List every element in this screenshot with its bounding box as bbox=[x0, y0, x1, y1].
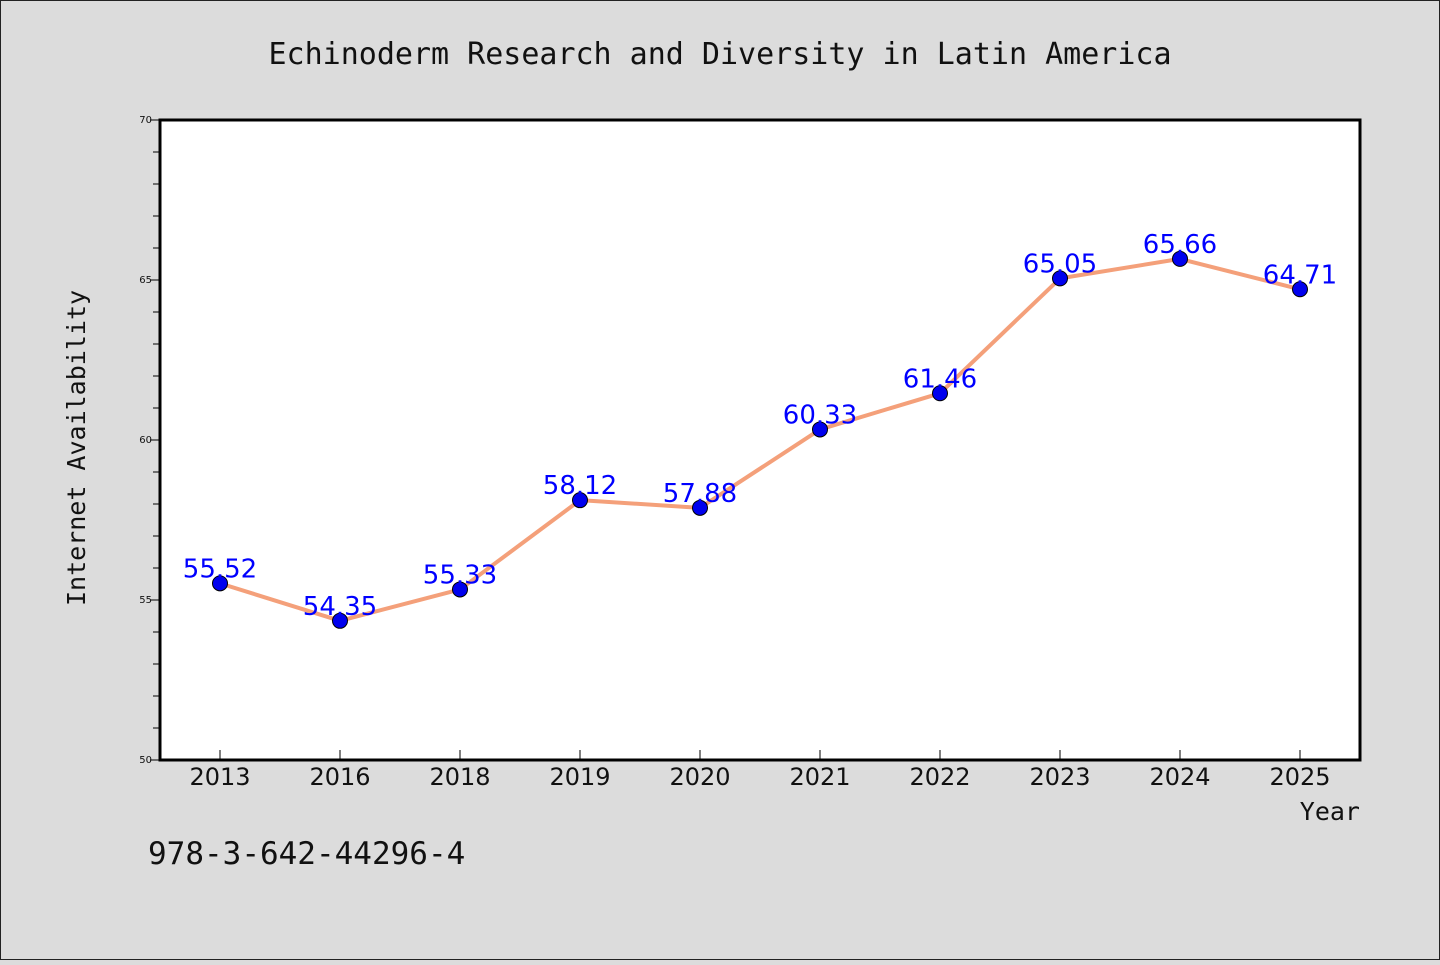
x-tick-label: 2019 bbox=[549, 763, 610, 791]
x-tick-label: 2020 bbox=[669, 763, 730, 791]
data-point bbox=[812, 421, 828, 438]
y-axis-label: Internet Availability bbox=[62, 290, 91, 606]
plot-area bbox=[160, 120, 1360, 760]
series-line bbox=[218, 256, 1302, 623]
y-tick-label: 50 bbox=[139, 755, 152, 766]
data-point bbox=[452, 581, 468, 598]
plot-frame bbox=[158, 118, 1362, 762]
x-tick-label: 2021 bbox=[789, 763, 850, 791]
x-tick-label: 2016 bbox=[309, 763, 370, 791]
y-tick-label: 60 bbox=[139, 435, 152, 446]
x-tick-label: 2025 bbox=[1269, 763, 1330, 791]
y-tick-label: 70 bbox=[139, 115, 152, 126]
x-tick-label: 2013 bbox=[189, 763, 250, 791]
data-label: 60.33 bbox=[783, 400, 857, 430]
data-label: 58.12 bbox=[543, 471, 617, 501]
y-tick-label: 55 bbox=[139, 595, 152, 606]
data-label: 64.71 bbox=[1263, 260, 1337, 290]
data-label: 55.33 bbox=[423, 560, 497, 590]
x-tick-label: 2023 bbox=[1029, 763, 1090, 791]
data-label: 55.52 bbox=[183, 554, 257, 584]
chart-title: Echinoderm Research and Diversity in Lat… bbox=[268, 37, 1171, 72]
y-tick-label: 65 bbox=[139, 275, 152, 286]
data-point bbox=[932, 385, 948, 402]
data-point bbox=[1052, 270, 1068, 287]
data-label: 54.35 bbox=[303, 592, 377, 622]
x-axis-ticks: 2013 2016 2018 2019 2020 2021 2022 2023 2024 2025 bbox=[189, 750, 1331, 791]
data-label: 65.66 bbox=[1143, 230, 1217, 260]
x-axis-label: Year bbox=[1300, 797, 1360, 826]
data-point bbox=[332, 612, 348, 629]
x-tick-label: 2022 bbox=[909, 763, 970, 791]
series-layer: 55.52 54.35 55.33 58.12 57.88 60.33 61.46 65.05… bbox=[183, 230, 1337, 629]
data-label: 65.05 bbox=[1023, 249, 1097, 279]
footnote-isbn: 978-3-642-44296-4 bbox=[148, 836, 465, 872]
data-point bbox=[692, 499, 708, 516]
data-point bbox=[212, 575, 228, 592]
data-point bbox=[572, 492, 588, 509]
data-label: 61.46 bbox=[903, 364, 977, 394]
data-point bbox=[1172, 250, 1188, 267]
x-tick-label: 2018 bbox=[429, 763, 490, 791]
data-point bbox=[1292, 281, 1308, 298]
data-label: 57.88 bbox=[663, 479, 737, 509]
x-tick-label: 2024 bbox=[1149, 763, 1210, 791]
